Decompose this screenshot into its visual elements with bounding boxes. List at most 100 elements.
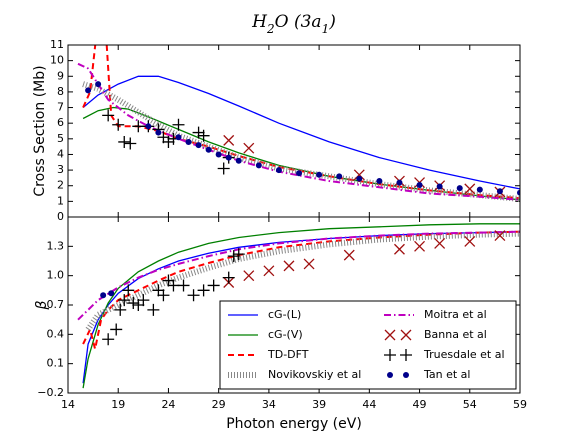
line xyxy=(82,75,520,190)
point xyxy=(353,169,365,181)
line xyxy=(77,62,520,201)
legend-marker xyxy=(403,372,409,378)
point xyxy=(132,120,145,133)
y-tick-label: 10 xyxy=(50,54,64,67)
point xyxy=(207,279,220,292)
y-tick-label: 0.4 xyxy=(47,327,65,340)
x-tick-label: 59 xyxy=(513,398,527,411)
legend-box xyxy=(219,300,517,390)
legend-label: Tan et al xyxy=(423,368,470,381)
legend-marker xyxy=(400,349,412,361)
point xyxy=(243,270,255,282)
point xyxy=(456,185,463,192)
y-tick-label: 0.7 xyxy=(47,298,65,311)
x-tick-label: 49 xyxy=(413,398,427,411)
point xyxy=(137,294,150,307)
y-tick-label: 6 xyxy=(57,116,64,129)
plot-frame xyxy=(67,44,521,218)
y-tick-label: 1.3 xyxy=(47,239,65,252)
point xyxy=(167,279,180,292)
y-tick-label: 8 xyxy=(57,85,64,98)
point xyxy=(496,188,503,195)
point xyxy=(215,151,222,158)
point xyxy=(112,118,125,131)
title-part: 2 xyxy=(266,22,275,36)
point xyxy=(283,260,295,272)
line xyxy=(82,223,520,389)
point xyxy=(464,183,476,195)
point xyxy=(517,189,520,196)
point xyxy=(155,129,162,136)
y-axis-label: β xyxy=(34,300,50,310)
y-tick-label: 0.1 xyxy=(47,357,65,370)
y-tick-label: 4 xyxy=(57,147,64,160)
point xyxy=(263,265,275,277)
point xyxy=(157,289,170,302)
point xyxy=(95,81,102,88)
point xyxy=(177,279,190,292)
point xyxy=(303,258,315,270)
point xyxy=(85,87,92,94)
point xyxy=(152,284,165,297)
point xyxy=(127,297,140,310)
legend-marker xyxy=(387,372,393,378)
x-axis-label: Photon energy (eV) xyxy=(226,416,362,432)
point xyxy=(394,243,405,255)
point xyxy=(336,173,343,180)
y-axis-label: Cross Section (Mb) xyxy=(32,65,48,196)
point xyxy=(227,250,240,263)
legend-label: TD-DFT xyxy=(267,348,309,361)
line xyxy=(82,81,520,202)
point xyxy=(316,171,323,178)
x-tick-label: 34 xyxy=(262,398,276,411)
point xyxy=(122,284,135,297)
point xyxy=(118,294,131,307)
y-tick-label: 7 xyxy=(57,101,64,114)
y-tick-label: 1 xyxy=(57,194,64,207)
point xyxy=(162,135,175,148)
point xyxy=(275,167,282,174)
point xyxy=(157,131,170,144)
y-tick-label: 0 xyxy=(57,210,64,223)
y-tick-label: 2 xyxy=(57,179,64,192)
point xyxy=(114,303,127,316)
legend-label: Banna et al xyxy=(424,328,487,341)
title-part: H xyxy=(251,12,268,32)
point xyxy=(205,146,212,153)
point xyxy=(235,157,242,164)
legend-label: Truesdale et al xyxy=(423,348,505,361)
y-tick-label: 9 xyxy=(57,69,64,82)
point xyxy=(494,230,506,242)
y-tick-label: 3 xyxy=(57,163,64,176)
point xyxy=(197,284,210,297)
legend-label: cG-(V) xyxy=(268,328,303,341)
x-tick-label: 19 xyxy=(111,398,125,411)
x-tick-label: 14 xyxy=(61,398,75,411)
point xyxy=(102,333,115,346)
line xyxy=(85,230,520,332)
point xyxy=(195,142,202,149)
legend-label: Novikovskiy et al xyxy=(268,368,361,381)
point xyxy=(108,290,115,297)
x-tick-label: 44 xyxy=(362,398,376,411)
point xyxy=(222,271,235,284)
y-tick-label: 1.0 xyxy=(47,269,65,282)
point xyxy=(102,109,115,122)
point xyxy=(124,137,137,150)
point xyxy=(255,162,262,169)
y-tick-label: 11 xyxy=(50,38,64,51)
point xyxy=(356,175,363,182)
point xyxy=(162,274,175,287)
point xyxy=(223,134,235,146)
plot-area xyxy=(77,45,520,202)
plot-area xyxy=(77,223,520,389)
chart-title: H2O (3a1) xyxy=(251,12,336,36)
point xyxy=(132,299,145,311)
point xyxy=(100,292,107,299)
legend-marker xyxy=(400,329,412,341)
point xyxy=(296,170,303,177)
point xyxy=(187,289,200,302)
title-part: 1 xyxy=(322,22,330,36)
x-tick-label: 29 xyxy=(212,398,226,411)
